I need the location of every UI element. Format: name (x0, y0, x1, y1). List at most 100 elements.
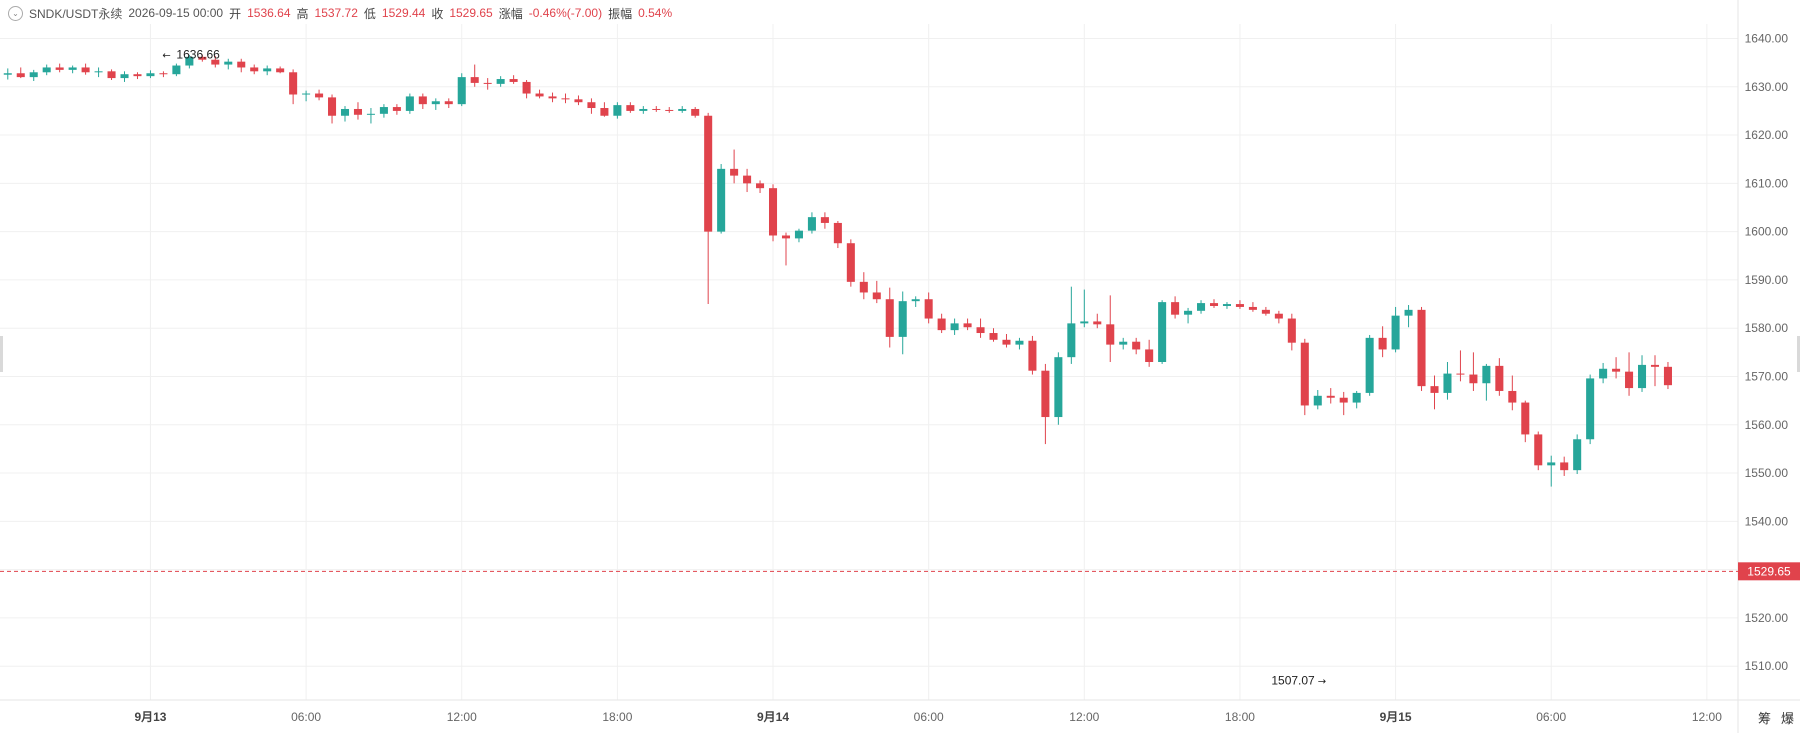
candle-body (159, 73, 168, 75)
y-tick-label: 1570.00 (1745, 369, 1789, 383)
candle (872, 280, 881, 304)
candle (496, 76, 505, 87)
candle (730, 149, 739, 184)
candle (1404, 305, 1413, 328)
candle-body (172, 65, 181, 75)
candle (366, 108, 375, 124)
candle (42, 64, 51, 76)
candle-body (405, 96, 414, 111)
candle (431, 98, 440, 110)
candle-body (146, 73, 155, 77)
candle (29, 69, 38, 81)
candle (898, 291, 907, 355)
candle-body (1222, 304, 1231, 306)
candle-body (1119, 341, 1128, 345)
open-value: 1536.64 (247, 6, 291, 20)
candle (1599, 362, 1608, 384)
candle (522, 80, 531, 99)
candle-body (807, 217, 816, 231)
x-tick-label: 12:00 (1692, 710, 1722, 724)
candle-body (743, 175, 752, 184)
x-tick-label: 18:00 (602, 710, 632, 724)
candle (1145, 339, 1154, 367)
low-value: 1529.44 (381, 6, 426, 20)
candle (1365, 334, 1374, 396)
candle-body (548, 96, 557, 99)
last-price-label: 1529.65 (1747, 564, 1791, 578)
candle (1287, 313, 1296, 351)
candle-body (989, 333, 998, 340)
candle (794, 228, 803, 243)
candle (302, 90, 311, 102)
candle (1547, 455, 1556, 487)
candle (133, 72, 142, 80)
candle (1015, 337, 1024, 350)
candle (392, 104, 401, 115)
candle-body (833, 222, 842, 244)
candle-body (237, 61, 246, 68)
candle (1261, 306, 1270, 316)
candle (509, 75, 518, 84)
candle (1391, 306, 1400, 353)
candle-body (431, 101, 440, 105)
candle (418, 93, 427, 109)
candle (846, 239, 855, 287)
liquidation-button[interactable]: 爆 (1780, 711, 1794, 726)
candle-body (678, 108, 687, 111)
candle (289, 69, 298, 105)
change-label: 涨幅 (498, 6, 523, 21)
candle-body (1391, 315, 1400, 350)
candle (963, 318, 972, 331)
low-marker-arrow: → (1318, 676, 1326, 687)
candle-body (185, 56, 194, 66)
candle-body (1495, 365, 1504, 391)
candle-body (1158, 302, 1167, 362)
candle (535, 89, 544, 99)
chip-distribution-button[interactable]: 筹 (1757, 711, 1771, 726)
candle (3, 68, 12, 80)
candle-body (250, 67, 259, 72)
candle (1326, 388, 1335, 404)
candle (276, 66, 285, 74)
symbol-name[interactable]: SNDK/USDT永续 (29, 6, 123, 21)
candle-body (691, 108, 700, 116)
candle-body (937, 318, 946, 331)
candle-body (911, 299, 920, 302)
candle-body (730, 168, 739, 176)
right-resize-handle[interactable] (1797, 336, 1800, 372)
left-resize-handle[interactable] (0, 336, 3, 372)
candle-body (211, 59, 220, 65)
candle-body (924, 299, 933, 319)
candle (976, 318, 985, 338)
candle-body (522, 81, 531, 94)
candle-body (1547, 462, 1556, 466)
candle-body (717, 168, 726, 232)
candle (1248, 302, 1257, 312)
candle (250, 64, 259, 75)
candle (574, 95, 583, 106)
candle-body (1469, 374, 1478, 384)
candle-body (1326, 395, 1335, 398)
candle-body (626, 105, 635, 111)
candle (379, 104, 388, 118)
candle (146, 70, 155, 79)
candle-body (55, 67, 64, 70)
amplitude-label: 振幅 (608, 6, 633, 21)
candle (613, 102, 622, 119)
candle-body (1313, 395, 1322, 406)
chevron-down-icon[interactable]: ⌄ (8, 5, 23, 21)
candle (833, 221, 842, 249)
candle-body (1002, 339, 1011, 345)
candle (1184, 307, 1193, 324)
candle (859, 272, 868, 300)
candle-body (1145, 349, 1154, 362)
candle (1443, 362, 1452, 400)
candle-body (224, 61, 233, 65)
candle (1495, 358, 1504, 396)
candle (470, 64, 479, 87)
candle-body (29, 72, 38, 78)
candle-body (1028, 340, 1037, 371)
close-value: 1529.65 (449, 6, 493, 20)
candle-body (1625, 371, 1634, 389)
